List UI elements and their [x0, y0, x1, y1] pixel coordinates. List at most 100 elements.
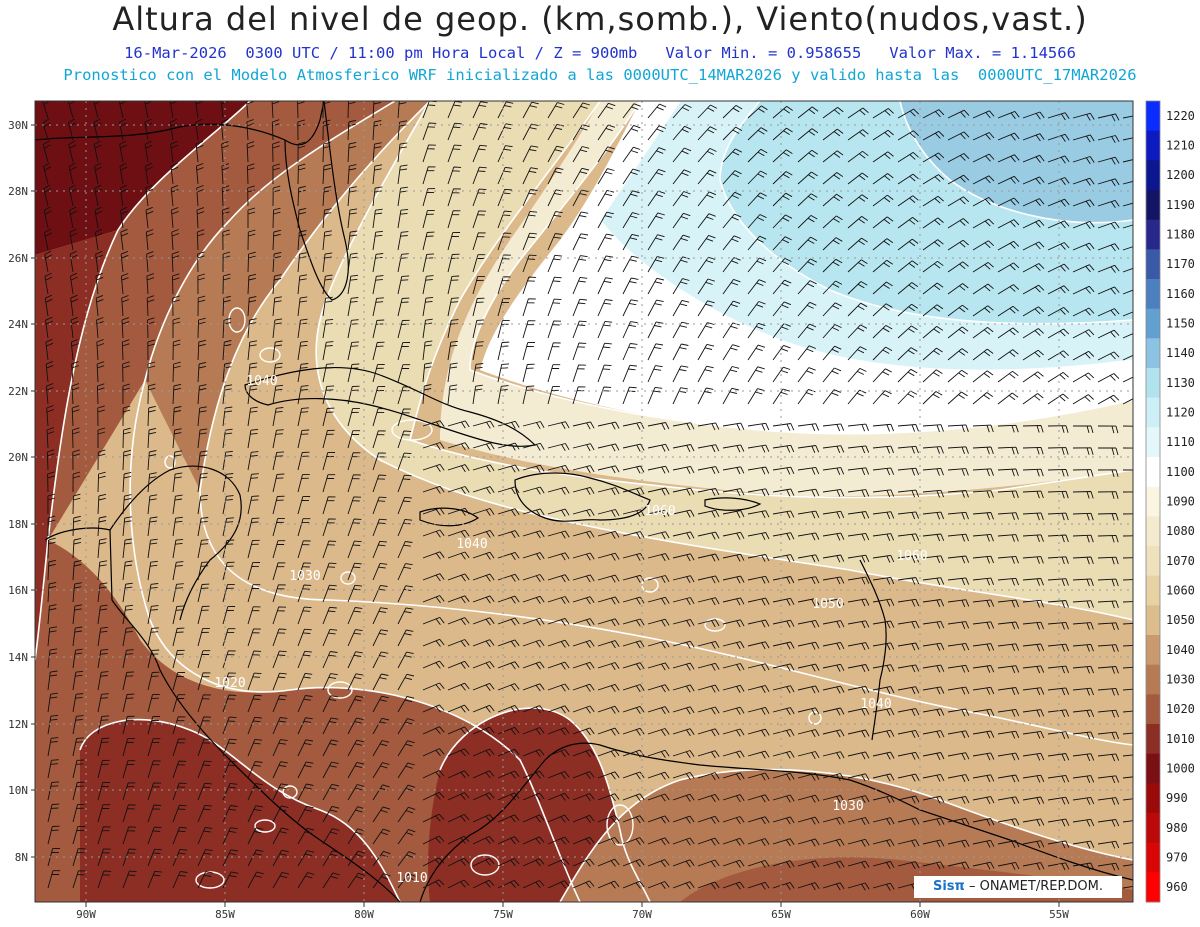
wind-barb: [97, 804, 111, 823]
lat-label: 14N: [8, 651, 28, 664]
wind-barb: [172, 826, 187, 845]
wind-barb: [297, 230, 307, 251]
contour-blob: [327, 681, 353, 699]
colorbar-swatch: [1146, 308, 1160, 339]
wind-barb: [372, 164, 383, 185]
wind-barb: [772, 728, 795, 738]
wind-barb: [597, 793, 620, 802]
wind-barb: [847, 795, 870, 804]
wind-barb: [422, 144, 436, 163]
colorbar-label: 1140: [1166, 346, 1195, 360]
color-bar: 1220121012001190118011701160115011401130…: [1145, 100, 1195, 903]
wind-barb: [572, 486, 595, 495]
wind-barb: [697, 322, 715, 339]
wind-barb: [522, 486, 545, 495]
wind-barb: [47, 648, 58, 669]
wind-barb: [797, 685, 820, 694]
wind-barb: [46, 405, 54, 427]
wind-barb: [1047, 198, 1070, 207]
lon-label: 70W: [632, 908, 652, 921]
wind-barb: [1022, 578, 1044, 586]
lat-label: 20N: [8, 451, 28, 464]
wind-barb: [1097, 622, 1119, 631]
wind-barb: [622, 793, 645, 802]
wind-barb: [397, 718, 415, 735]
wind-barb: [95, 250, 104, 273]
wind-barb: [797, 598, 820, 607]
colorbar-swatch: [1146, 872, 1160, 903]
wind-barb: [822, 445, 845, 454]
wind-barb: [497, 385, 509, 405]
wind-barb: [972, 175, 995, 185]
wind-barb: [322, 296, 333, 317]
wind-barb: [447, 340, 459, 361]
wind-barb: [872, 151, 894, 163]
wind-barb: [397, 607, 414, 625]
wind-barb: [997, 446, 1019, 455]
wind-barb: [847, 532, 870, 541]
wind-barb: [897, 217, 919, 229]
wind-barb: [1022, 621, 1045, 630]
wind-barb: [1047, 242, 1070, 251]
wind-barb: [120, 206, 128, 229]
wind-barb: [122, 427, 131, 449]
wind-barb: [647, 343, 664, 361]
wind-barb: [172, 848, 188, 867]
wind-barb: [522, 880, 545, 889]
wind-barb: [397, 762, 415, 779]
wind-barb: [572, 508, 595, 517]
wind-barb: [847, 838, 870, 847]
wind-barb: [97, 493, 107, 515]
wind-barb: [922, 304, 944, 317]
wind-barb: [497, 858, 520, 867]
wind-barb: [422, 296, 434, 317]
wind-barb: [847, 685, 870, 694]
colorbar-label: 980: [1166, 821, 1188, 835]
wind-barb: [697, 553, 720, 562]
wind-barb: [1122, 732, 1133, 735]
wind-barb: [972, 752, 995, 761]
wind-barb: [972, 153, 995, 163]
wind-barb: [272, 362, 283, 383]
wind-barb: [872, 817, 895, 826]
wind-barb: [97, 826, 111, 845]
wind-barb: [772, 149, 793, 163]
wind-barb: [997, 577, 1020, 586]
wind-barb: [1022, 328, 1045, 339]
wind-barb: [197, 804, 213, 823]
wind-barb: [772, 597, 795, 606]
wind-barb: [472, 748, 495, 757]
wind-barb: [897, 795, 920, 804]
wind-barb: [997, 262, 1020, 273]
colorbar-swatch: [1146, 368, 1160, 399]
wind-barb: [447, 770, 470, 779]
wind-barb: [147, 538, 158, 559]
wind-barb: [522, 189, 538, 207]
wind-barb: [297, 805, 314, 823]
wind-barb: [522, 705, 545, 714]
wind-barb: [697, 300, 715, 317]
wind-barb: [622, 465, 645, 474]
wind-barb: [797, 171, 818, 185]
wind-barb: [147, 605, 159, 625]
wind-barb: [1072, 134, 1095, 143]
wind-barb: [497, 101, 514, 119]
wind-barb: [1047, 112, 1070, 121]
wind-barb: [422, 340, 433, 361]
wind-barb: [797, 323, 817, 339]
wind-barb: [772, 171, 793, 185]
contour-label: 1040: [860, 697, 891, 712]
wind-barb: [397, 364, 411, 383]
wind-barb: [672, 531, 695, 540]
wind-barb: [347, 629, 363, 647]
colorbar-label: 990: [1166, 791, 1188, 805]
wind-barb: [297, 562, 311, 581]
wind-barb: [447, 166, 462, 185]
wind-barb: [947, 174, 970, 185]
wind-barb: [322, 474, 336, 493]
contour-blob: [470, 854, 500, 876]
wind-barb: [172, 295, 180, 317]
wind-barb: [922, 664, 945, 673]
wind-barb: [547, 211, 563, 229]
